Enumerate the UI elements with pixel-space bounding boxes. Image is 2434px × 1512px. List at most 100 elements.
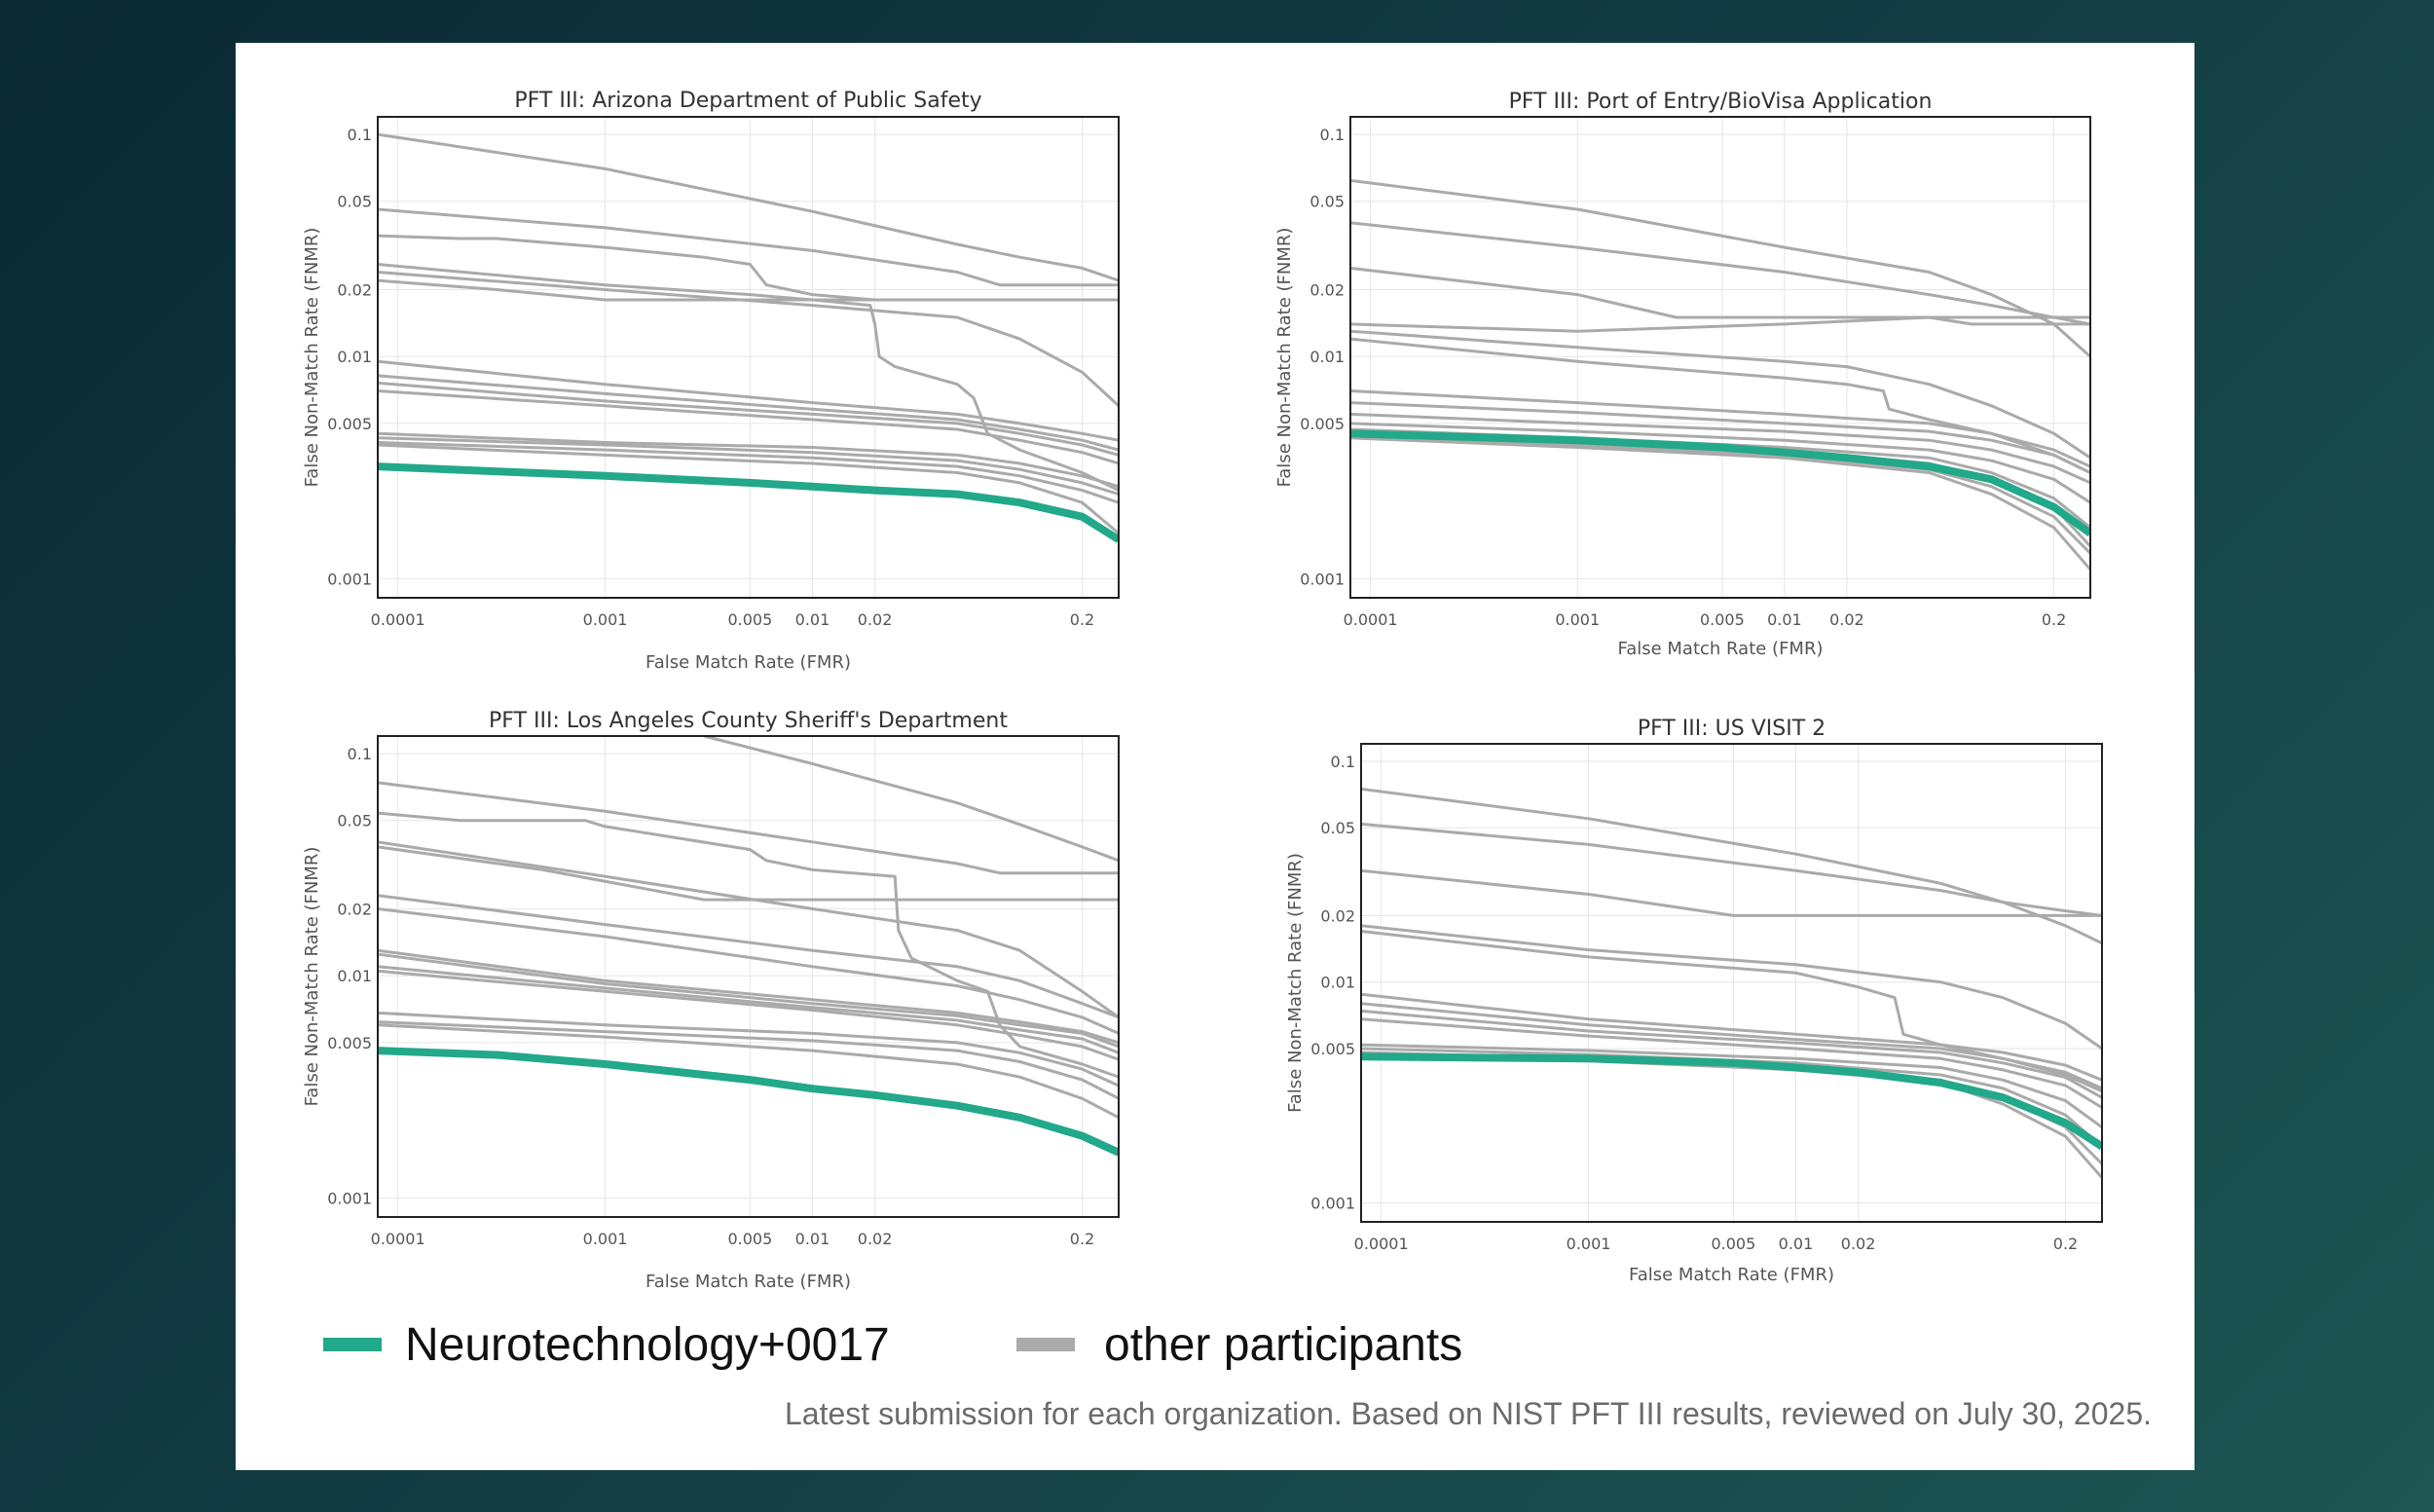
x-tick-label: 0.0001	[371, 1230, 425, 1248]
other-participant-line	[378, 132, 1119, 282]
chart-1: PFT III: Arizona Department of Public Sa…	[302, 89, 1120, 673]
chart-2: PFT III: Port of Entry/BioVisa Applicati…	[1274, 90, 2091, 659]
x-tick-label: 0.005	[1700, 610, 1745, 629]
chart-4: PFT III: US VISIT 2 0.0001 0.001 0.005 0.01 0…	[1285, 717, 2103, 1285]
neurotechnology-line	[378, 462, 1119, 543]
x-tick-label: 0.001	[583, 610, 628, 629]
x-tick-label: 0.005	[1711, 1235, 1755, 1253]
x-tick-label: 0.0001	[1354, 1235, 1409, 1253]
y-axis-label: False Non-Match Rate (FNMR)	[302, 847, 322, 1107]
x-tick-label: 0.005	[727, 1230, 772, 1248]
x-axis-label: False Match Rate (FMR)	[645, 652, 851, 673]
x-tick-label: 0.0001	[1344, 610, 1398, 629]
other-participant-line	[378, 781, 1119, 875]
y-tick-label: 0.005	[327, 1034, 372, 1052]
other-participant-line	[378, 965, 1119, 1054]
other-participant-line	[1350, 329, 2090, 460]
chart-title: PFT III: Los Angeles County Sheriff's De…	[489, 709, 1008, 733]
y-tick-label: 0.005	[1300, 415, 1345, 433]
y-tick-label: 0.001	[1310, 1194, 1355, 1212]
y-tick-label: 0.001	[327, 570, 372, 588]
x-tick-label: 0.02	[1829, 610, 1864, 629]
y-tick-label: 0.01	[1320, 974, 1355, 992]
other-participant-line	[1361, 1052, 2102, 1179]
other-participant-line	[1350, 178, 2090, 358]
x-tick-label: 0.01	[795, 610, 830, 629]
other-participant-line	[378, 948, 1119, 1045]
other-participant-line	[378, 381, 1119, 457]
y-tick-label: 0.05	[337, 193, 372, 211]
plot-frame	[377, 116, 1120, 599]
other-participant-line	[378, 278, 1119, 302]
other-participant-line	[1361, 924, 2102, 1051]
y-tick-label: 0.005	[1310, 1040, 1355, 1058]
other-participant-line	[1361, 1002, 2102, 1090]
other-participant-line	[378, 952, 1119, 1049]
x-tick-label: 0.001	[1567, 1235, 1611, 1253]
x-tick-label: 0.01	[795, 1230, 830, 1248]
y-tick-label: 0.05	[1309, 193, 1345, 211]
other-participant-line	[1350, 436, 2090, 571]
plot-frame	[1349, 116, 2091, 599]
y-tick-label: 0.05	[337, 812, 372, 830]
other-participant-line	[378, 441, 1119, 504]
y-tick-label: 0.001	[327, 1189, 372, 1207]
other-participant-line	[378, 443, 1119, 535]
y-tick-label: 0.02	[337, 901, 372, 919]
other-participant-line	[378, 1023, 1119, 1120]
footnote: Latest submission for each organization.…	[785, 1396, 2152, 1431]
x-tick-label: 0.02	[858, 1230, 893, 1248]
other-participant-line	[1361, 1009, 2102, 1099]
other-participant-line	[1350, 401, 2090, 474]
other-participant-line	[1361, 1047, 2102, 1148]
other-participant-line	[1361, 992, 2102, 1082]
x-tick-label: 0.001	[583, 1230, 628, 1248]
other-participant-line	[378, 894, 1119, 1019]
x-tick-label: 0.2	[2053, 1235, 2078, 1253]
y-tick-label: 0.01	[1309, 348, 1345, 366]
other-participant-line	[1361, 822, 2102, 917]
chart-title: PFT III: Arizona Department of Public Sa…	[514, 89, 981, 113]
other-participant-line	[378, 207, 1119, 287]
y-tick-label: 0.1	[1331, 753, 1355, 771]
y-tick-label: 0.05	[1320, 819, 1355, 837]
x-tick-label: 0.2	[1070, 1230, 1094, 1248]
y-tick-label: 0.01	[337, 967, 372, 985]
y-tick-label: 0.02	[1309, 281, 1345, 300]
other-participant-line	[378, 271, 1119, 407]
other-participant-line	[378, 234, 1119, 302]
y-tick-label: 0.001	[1300, 570, 1345, 588]
charts-canvas: PFT III: Arizona Department of Public Sa…	[302, 89, 2103, 1292]
x-tick-label: 0.02	[1841, 1235, 1876, 1253]
chart-card: PFT III: Arizona Department of Public Sa…	[236, 43, 2194, 1470]
legend-label-others: other participants	[1104, 1319, 1463, 1371]
other-participant-line	[378, 374, 1119, 452]
other-participant-line	[1361, 1017, 2102, 1109]
x-axis-label: False Match Rate (FMR)	[645, 1272, 851, 1292]
other-participant-line	[1361, 1051, 2102, 1165]
other-participant-line	[378, 969, 1119, 1061]
other-participant-line	[1361, 787, 2102, 945]
legend-swatch-neurotechnology	[323, 1338, 382, 1351]
other-participant-line	[1350, 221, 2090, 326]
other-participant-line	[378, 436, 1119, 497]
y-tick-label: 0.01	[337, 348, 372, 366]
chart-3: PFT III: Los Angeles County Sheriff's De…	[302, 709, 1120, 1292]
y-tick-label: 0.1	[1320, 126, 1345, 144]
other-participant-line	[378, 263, 1119, 492]
other-participant-line	[378, 431, 1119, 489]
neurotechnology-line	[378, 1047, 1119, 1157]
x-axis-label: False Match Rate (FMR)	[1629, 1265, 1834, 1285]
other-participant-line	[703, 736, 1119, 863]
other-participant-line	[1350, 266, 2090, 319]
y-tick-label: 0.1	[348, 745, 372, 763]
other-participant-line	[1350, 315, 2090, 333]
other-participant-line	[1350, 389, 2090, 468]
y-axis-label: False Non-Match Rate (FNMR)	[1285, 853, 1306, 1113]
other-participant-line	[378, 845, 1119, 902]
neurotechnology-line	[1350, 429, 2090, 537]
legend-swatch-others	[1016, 1338, 1075, 1351]
y-tick-label: 0.005	[327, 415, 372, 433]
other-participant-line	[378, 811, 1119, 1079]
plot-frame	[377, 735, 1120, 1218]
